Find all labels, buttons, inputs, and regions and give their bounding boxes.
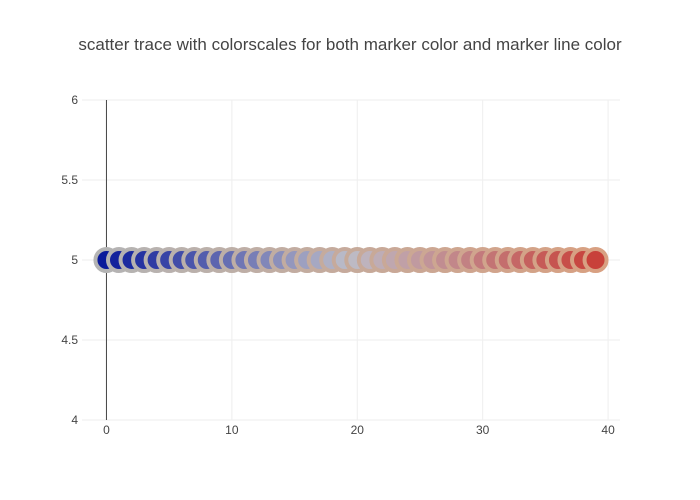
y-tick-label: 5	[71, 253, 78, 267]
y-tick-label: 6	[71, 93, 78, 107]
x-tick-label: 0	[103, 423, 110, 437]
data-points	[93, 247, 609, 273]
y-tick-label: 5.5	[61, 173, 78, 187]
x-tick-label: 40	[601, 423, 615, 437]
x-tick-label: 10	[225, 423, 239, 437]
x-tick-label: 20	[351, 423, 365, 437]
y-tick-label: 4	[71, 413, 78, 427]
chart-title: scatter trace with colorscales for both …	[78, 35, 622, 54]
y-tick-label: 4.5	[61, 333, 78, 347]
axes: 0 10 20 30 40 4 4.5 5 5.5 6	[61, 93, 615, 437]
x-tick-label: 30	[476, 423, 490, 437]
scatter-point[interactable]	[582, 247, 609, 273]
